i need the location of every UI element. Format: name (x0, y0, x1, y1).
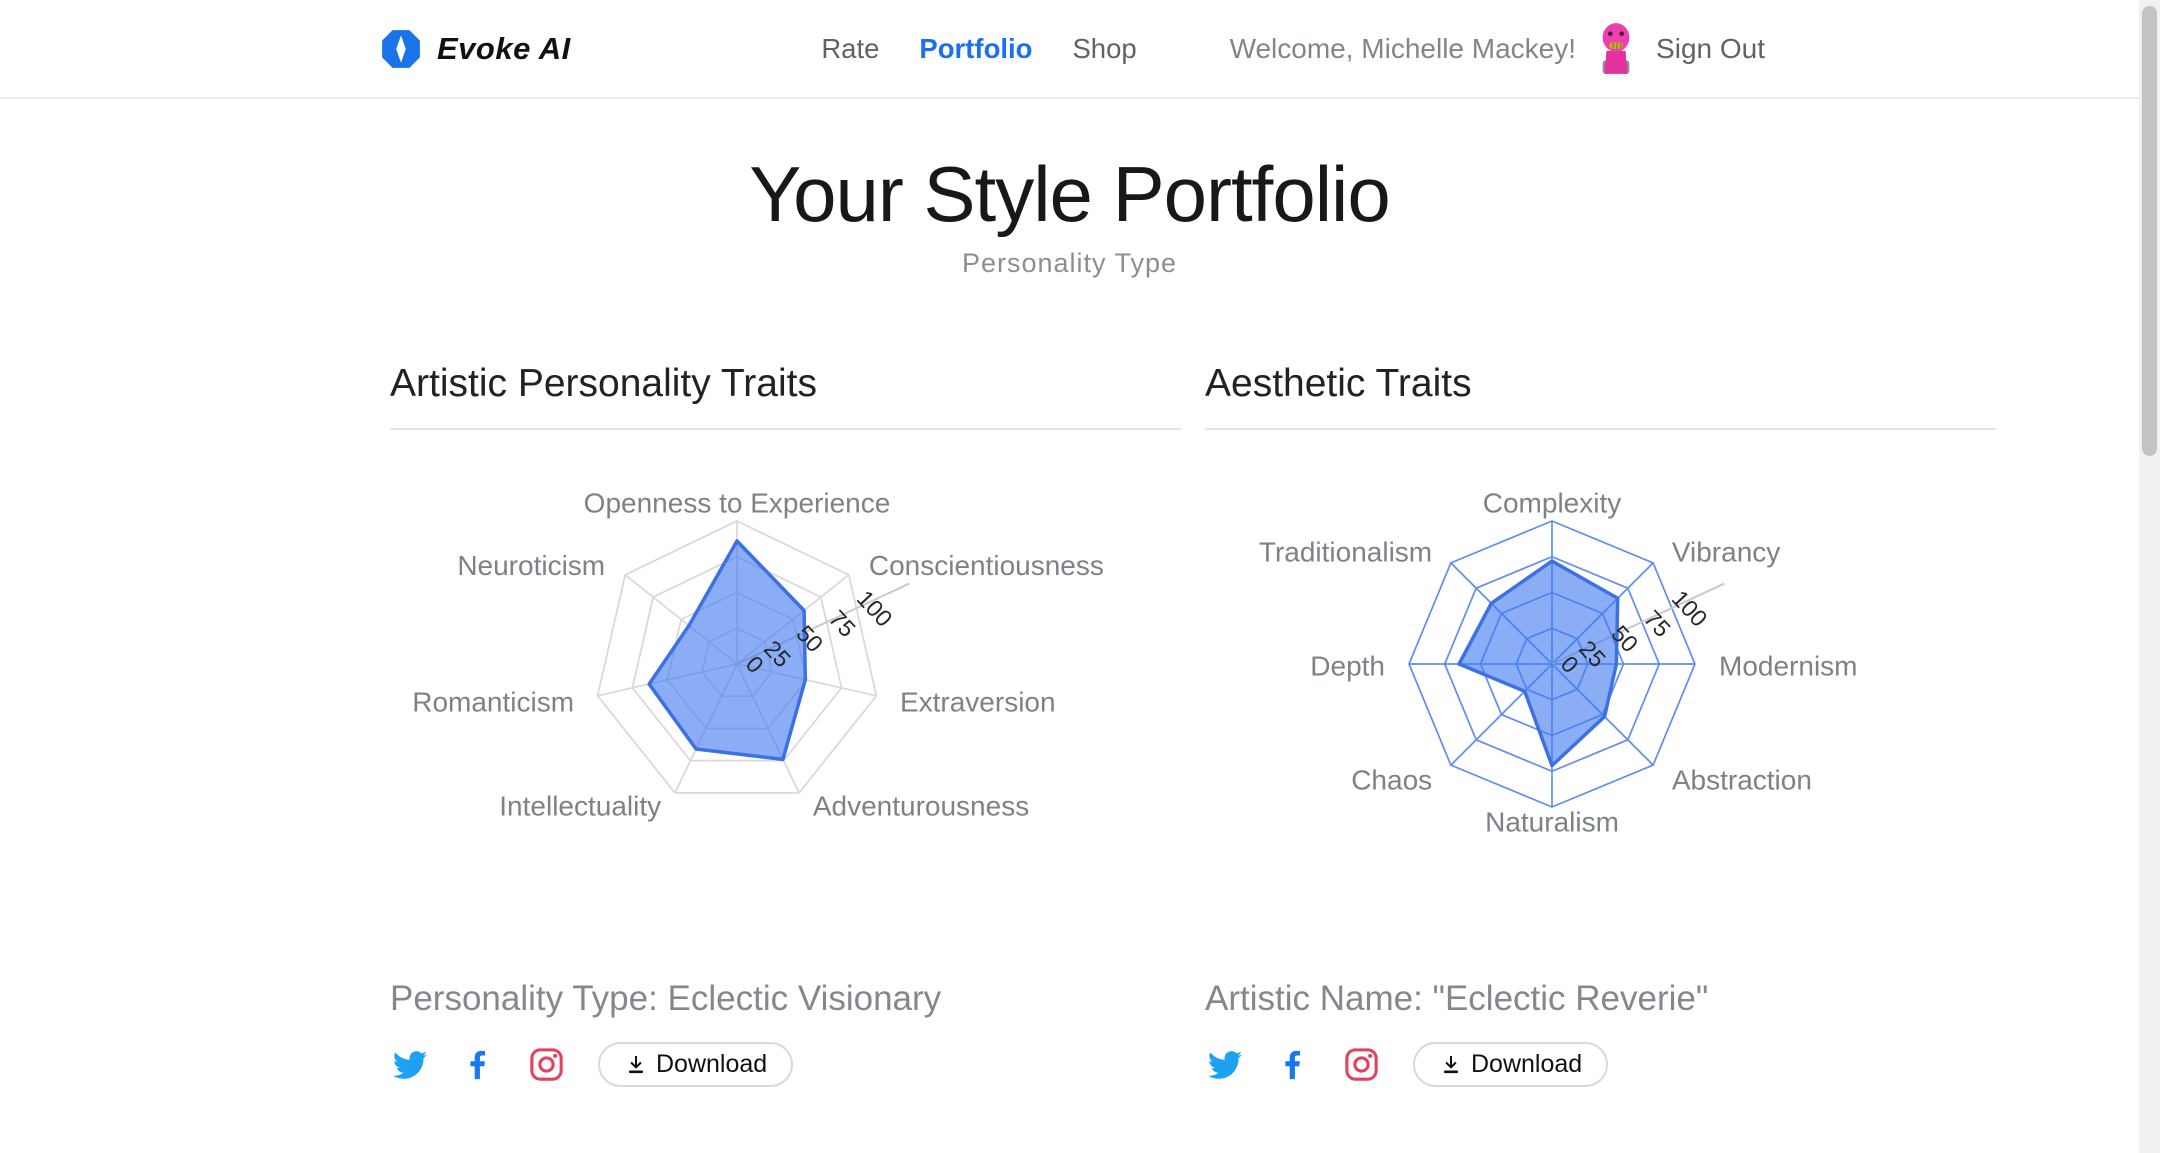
svg-text:Naturalism: Naturalism (1485, 806, 1619, 837)
sign-out-link[interactable]: Sign Out (1656, 32, 1765, 64)
twitter-icon (390, 1048, 430, 1082)
facebook-icon (1276, 1046, 1310, 1084)
twitter-icon (1205, 1048, 1245, 1082)
download-label: Download (1471, 1050, 1583, 1079)
section-heading: Artistic Personality Traits (390, 361, 817, 405)
facebook-share-button[interactable] (1273, 1045, 1313, 1085)
svg-text:Vibrancy: Vibrancy (1672, 536, 1780, 567)
svg-text:75: 75 (1639, 605, 1676, 642)
svg-text:Intellectuality: Intellectuality (499, 790, 661, 821)
page-subtitle: Personality Type (961, 247, 1178, 278)
twitter-share-button[interactable] (1205, 1045, 1245, 1085)
section-divider (390, 427, 1181, 430)
svg-text:Complexity: Complexity (1483, 487, 1621, 518)
share-row: Download (390, 1042, 1181, 1088)
svg-text:Traditionalism: Traditionalism (1259, 536, 1432, 567)
account-area: Welcome, Michelle Mackey! Sign Out (1230, 0, 1765, 97)
svg-text:Modernism: Modernism (1719, 650, 1857, 681)
nav-item-shop[interactable]: Shop (1072, 32, 1137, 64)
svg-text:Openness to Experience: Openness to Experience (584, 487, 891, 518)
scrollbar-thumb[interactable] (2142, 6, 2157, 456)
instagram-icon (528, 1046, 565, 1083)
download-label: Download (656, 1050, 768, 1079)
svg-text:Abstraction: Abstraction (1672, 764, 1812, 795)
nav-item-rate[interactable]: Rate (821, 32, 880, 64)
download-icon (1439, 1053, 1463, 1077)
svg-text:Romanticism: Romanticism (412, 686, 574, 717)
download-button[interactable]: Download (598, 1042, 794, 1088)
instagram-share-button[interactable] (1341, 1045, 1381, 1085)
download-button[interactable]: Download (1413, 1042, 1609, 1088)
twitter-share-button[interactable] (390, 1045, 430, 1085)
svg-text:Extraversion: Extraversion (900, 686, 1056, 717)
section-divider (1205, 427, 1996, 430)
main-nav: Rate Portfolio Shop (821, 0, 1136, 97)
instagram-icon (1343, 1046, 1380, 1083)
radar-chart: 0255075100ComplexityVibrancyModernismAbs… (1259, 487, 1858, 837)
svg-text:Chaos: Chaos (1351, 764, 1432, 795)
facebook-share-button[interactable] (458, 1045, 498, 1085)
portfolio-section: Aesthetic Traits 0 25 50 75 100 Complexity Vib… (1205, 361, 1996, 1088)
page-title: Your Style Portfolio (749, 150, 1391, 238)
section-heading: Aesthetic Traits (1205, 361, 1472, 405)
content-columns: Artistic Personality Traits 0 25 50 75 100 Op… (390, 361, 1996, 1088)
portfolio-section: Artistic Personality Traits 0 25 50 75 100 Op… (390, 361, 1181, 1088)
svg-text:Depth: Depth (1310, 650, 1385, 681)
logo-text: Evoke AI (437, 30, 571, 66)
logo-icon (380, 28, 422, 70)
scrollbar-track[interactable] (2139, 0, 2160, 1153)
header: Evoke AI Rate Portfolio Shop Welcome, Mich… (0, 0, 2160, 99)
section-caption: Personality Type: Eclectic Visionary (390, 978, 942, 1018)
share-row: Download (1205, 1042, 1996, 1088)
welcome-text: Welcome, Michelle Mackey! (1229, 32, 1577, 64)
facebook-icon (461, 1046, 495, 1084)
logo[interactable]: Evoke AI (380, 0, 571, 97)
svg-text:Conscientiousness: Conscientiousness (869, 550, 1104, 581)
svg-text:Adventurousness: Adventurousness (813, 790, 1029, 821)
instagram-share-button[interactable] (526, 1045, 566, 1085)
section-caption: Artistic Name: "Eclectic Reverie" (1205, 978, 1709, 1018)
nav-item-portfolio[interactable]: Portfolio (919, 32, 1033, 64)
svg-text:Neuroticism: Neuroticism (457, 550, 605, 581)
avatar[interactable] (1594, 21, 1638, 77)
download-icon (624, 1053, 648, 1077)
